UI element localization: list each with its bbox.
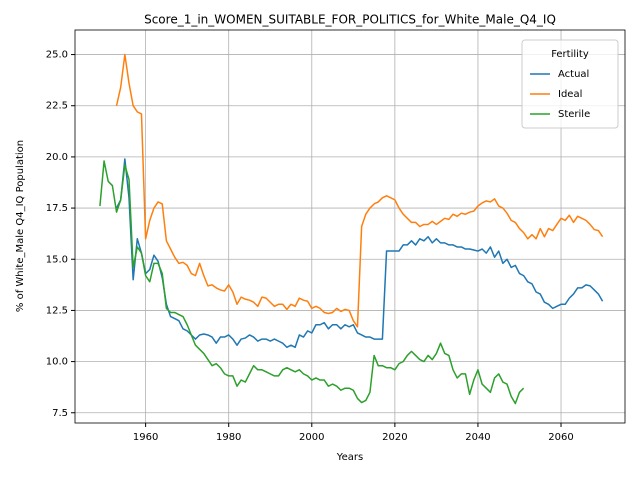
line-series xyxy=(115,158,604,349)
y-tick-label: 20.0 xyxy=(46,152,68,163)
y-tick-label: 25.0 xyxy=(46,50,68,61)
chart-title: Score_1_in_WOMEN_SUITABLE_FOR_POLITICS_f… xyxy=(144,13,556,27)
legend: Fertility Actual Ideal Sterile xyxy=(521,39,619,129)
legend-label: Actual xyxy=(558,69,589,80)
x-tick-label: 2020 xyxy=(382,432,407,443)
y-tick-label: 10.0 xyxy=(46,357,68,368)
x-tick-label: 1980 xyxy=(216,432,241,443)
y-tick-label: 15.0 xyxy=(46,254,68,265)
legend-title: Fertility xyxy=(551,49,589,60)
x-tick-label: 1960 xyxy=(133,432,158,443)
y-tick-label: 7.5 xyxy=(52,408,68,419)
y-tick-label: 12.5 xyxy=(46,305,68,316)
y-tick-label: 17.5 xyxy=(46,203,68,214)
x-tick-label: 2060 xyxy=(548,432,573,443)
legend-box xyxy=(521,39,619,129)
legend-label: Sterile xyxy=(558,109,590,120)
line-series xyxy=(99,160,525,405)
x-tick-label: 2040 xyxy=(465,432,490,443)
line-series xyxy=(115,53,604,328)
x-axis-label: Years xyxy=(336,452,363,463)
x-tick-label: 2000 xyxy=(299,432,324,443)
legend-label: Ideal xyxy=(558,89,582,100)
y-tick-label: 22.5 xyxy=(46,101,68,112)
grid xyxy=(75,30,625,423)
plot-frame xyxy=(74,29,626,424)
y-axis-label: % of White_Male Q4_IQ Population xyxy=(15,140,26,312)
